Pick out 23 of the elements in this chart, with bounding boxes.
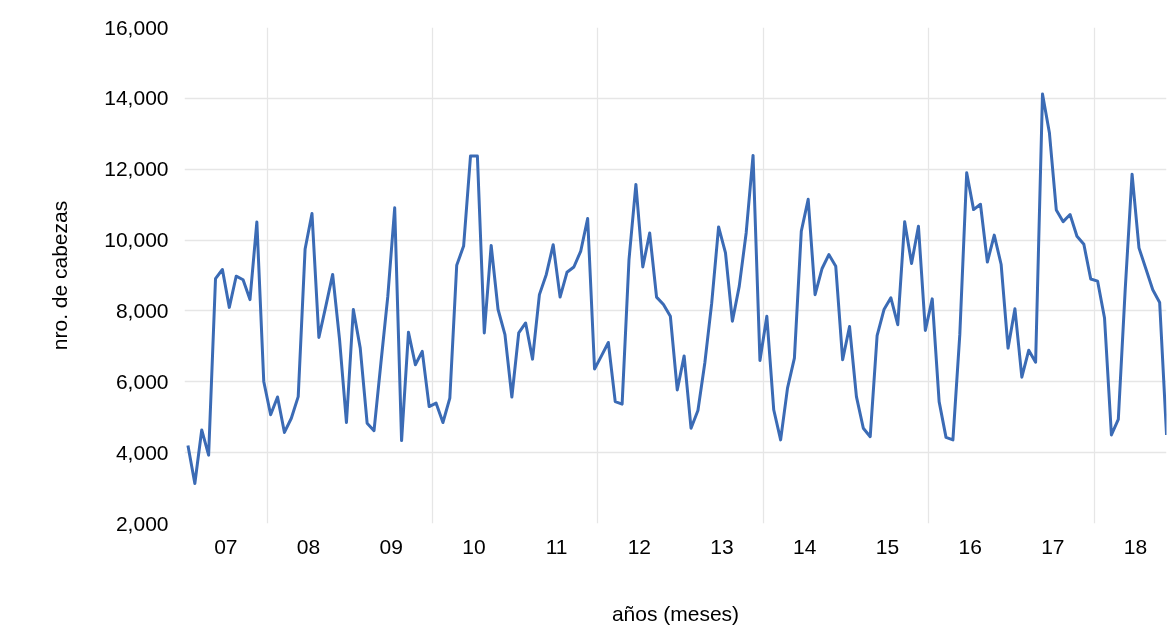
y-tick-label: 2,000 [115, 511, 169, 535]
x-tick-label: 17 [1041, 534, 1065, 558]
y-tick-label: 6,000 [115, 369, 169, 393]
y-tick-label: 4,000 [115, 440, 169, 464]
y-tick-label: 16,000 [104, 15, 169, 39]
x-tick-label: 14 [793, 534, 817, 558]
x-tick-label: 07 [214, 534, 238, 558]
y-tick-label: 12,000 [104, 157, 169, 181]
y-axis-title: nro. de cabezas [48, 200, 72, 351]
y-tick-label: 10,000 [104, 228, 169, 252]
x-tick-label: 12 [627, 534, 652, 558]
x-tick-label: 09 [379, 534, 403, 558]
y-tick-label: 14,000 [104, 86, 169, 110]
x-tick-label: 10 [462, 534, 486, 558]
y-tick-label: 8,000 [115, 298, 169, 322]
x-tick-label: 11 [545, 534, 568, 558]
x-tick-label: 15 [875, 534, 900, 558]
x-tick-label: 16 [958, 534, 982, 558]
x-tick-label: 18 [1123, 534, 1148, 558]
x-tick-label: 08 [296, 534, 321, 558]
line-series [186, 92, 1167, 485]
x-axis-title: años (meses) [611, 601, 740, 625]
x-tick-label: 13 [710, 534, 734, 558]
